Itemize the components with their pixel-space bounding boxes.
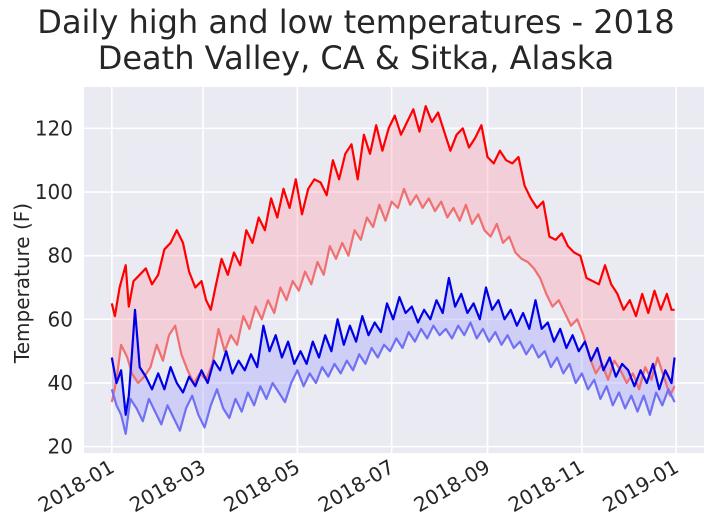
- plot-area: [84, 87, 704, 453]
- x-tick-label-3: 2018-07: [314, 455, 398, 518]
- y-tick-label-2: 60: [48, 307, 73, 331]
- x-tick-label-0: 2018-01: [34, 455, 118, 518]
- y-tick-label-5: 120: [35, 116, 73, 140]
- fill-between-1: [111, 280, 675, 429]
- line-layer: [110, 104, 676, 435]
- x-tick-label-5: 2018-11: [504, 455, 588, 518]
- chart-title-line-1: Daily high and low temperatures - 2018: [37, 3, 675, 41]
- y-tick-label-3: 80: [48, 244, 73, 268]
- fill-between-0: [111, 111, 675, 403]
- x-tick-label-1: 2018-03: [125, 455, 209, 518]
- plot-background-layer: [84, 87, 704, 453]
- x-tick-label-4: 2018-09: [410, 455, 494, 518]
- y-axis-label: Temperature (F): [10, 203, 34, 364]
- y-tick-label-4: 100: [35, 180, 73, 204]
- x-tick-label-6: 2019-01: [598, 455, 682, 518]
- x-tick-label-2: 2018-05: [220, 455, 304, 518]
- fill-layer: [111, 111, 675, 429]
- chart-title-line-2: Death Valley, CA & Sitka, Alaska: [97, 39, 615, 77]
- y-tick-label-1: 40: [48, 371, 73, 395]
- series-line-dv-high: [110, 104, 675, 318]
- series-line-dv-low: [110, 187, 676, 403]
- series-line-sitka-low: [110, 321, 676, 435]
- series-line-sitka-high: [110, 276, 676, 416]
- y-tick-label-0: 20: [48, 435, 73, 459]
